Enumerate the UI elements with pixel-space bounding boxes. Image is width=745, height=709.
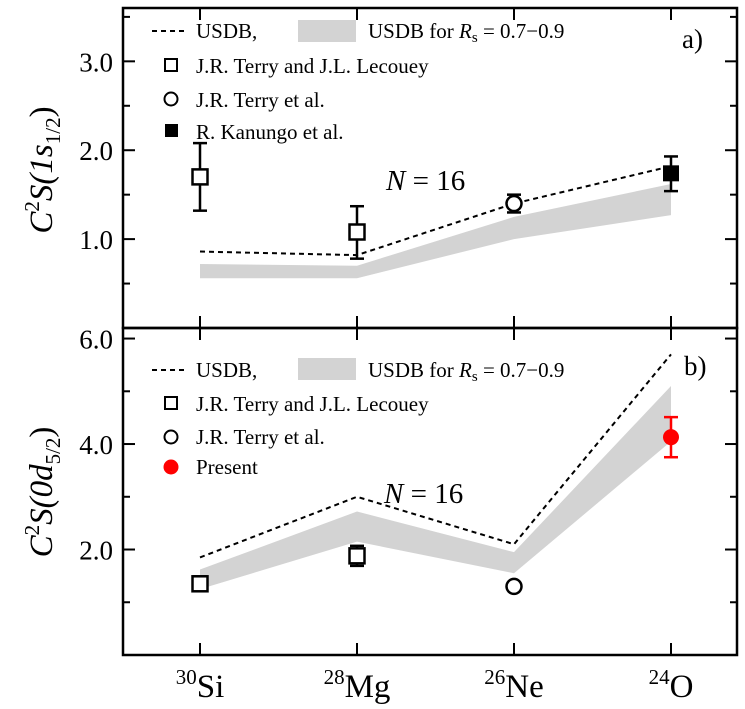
legend-square-open-marker [164,58,178,72]
y-tick-label: 1.0 [79,225,113,255]
kanungo-point [663,165,679,182]
x-label-o: 24O [649,665,694,704]
legend-usdb-band-swatch [298,20,356,42]
legend-usdb-band-label: USDB for Rs = 0.7−0.9 [368,358,564,385]
x-label-si: 30Si [176,665,225,704]
terry-etal-point [505,577,523,596]
y-tick-label: 2.0 [79,136,113,166]
legend-usdb-line-label: USDB, [196,19,257,43]
y-ticks-b: 2.0 4.0 6.0 [79,325,737,604]
y-tick-label: 4.0 [79,430,113,460]
panel-a: 1.0 2.0 3.0 a) N = 16 C2S(1s1/2) USDB, USD… [20,15,737,285]
usdb-line-b [199,353,672,559]
panel-b-frame [121,326,739,657]
terry-lecouey-point [191,575,209,593]
legend-square-open-marker [164,396,178,410]
legend-usdb-band-label: USDB for Rs = 0.7−0.9 [368,19,564,46]
legend-square-filled-marker [165,124,178,137]
y-tick-label: 2.0 [79,536,113,566]
legend-a: USDB, USDB for Rs = 0.7−0.9 J.R. Terry a… [152,19,564,144]
panel-b: 2.0 4.0 6.0 b) N = 16 C2S(0d5/2) USDB, USD… [20,325,737,604]
legend-kanungo-label: R. Kanungo et al. [196,120,344,144]
present-point [663,429,679,446]
x-axis-labels: 30Si 28Mg 26Ne 24O [176,665,694,705]
legend-usdb-line-label: USDB, [196,358,257,382]
x-label-ne: 26Ne [484,665,543,704]
usdb-band-b [200,386,671,590]
legend-usdb-band-swatch [298,358,356,380]
annotation-n-b: N = 16 [383,478,463,510]
panel-label-a: a) [682,24,703,54]
x-ticks [199,8,672,655]
legend-terry-lecouey-label: J.R. Terry and J.L. Lecouey [196,54,429,78]
panel-label-b: b) [684,351,707,381]
y-axis-label-a: C2S(1s1/2) [20,106,65,233]
terry-etal-point [505,194,523,213]
x-label-mg: 28Mg [324,665,391,704]
legend-terry-etal-label: J.R. Terry et al. [196,88,325,112]
legend-b: USDB, USDB for Rs = 0.7−0.9 J.R. Terry a… [152,358,564,479]
terry-lecouey-point [191,168,209,186]
y-axis-label-b: C2S(0d5/2) [20,427,65,558]
legend-terry-lecouey-label: J.R. Terry and J.L. Lecouey [196,392,429,416]
legend-circle-open-marker [163,429,179,445]
usdb-band-a [200,184,671,279]
terry-lecouey-point [348,223,366,241]
terry-lecouey-point [348,547,366,565]
annotation-n-a: N = 16 [385,165,465,197]
y-tick-label: 6.0 [79,325,113,355]
data-points-a [191,141,679,260]
data-points-b [191,415,679,596]
legend-circle-open-marker [163,91,179,107]
y-tick-label: 3.0 [79,47,113,77]
legend-present-label: Present [196,455,258,479]
legend-present-marker [163,459,179,475]
legend-terry-etal-label: J.R. Terry et al. [196,425,325,449]
